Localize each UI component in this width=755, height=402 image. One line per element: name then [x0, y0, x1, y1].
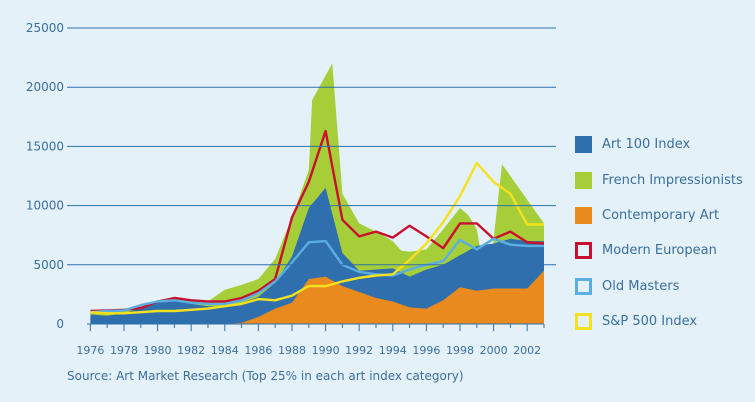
legend-swatch-art-100-index — [575, 136, 592, 154]
x-tick-label-1984: 1984 — [211, 344, 239, 357]
legend-label-french-impressionists: French Impressionists — [602, 172, 743, 188]
area-contemporary-art — [90, 270, 544, 324]
x-tick-label-2000: 2000 — [480, 344, 508, 357]
legend-item-modern-european: Modern European — [575, 233, 743, 268]
grid-layer — [67, 27, 556, 266]
legend-label-contemporary-art: Contemporary Art — [602, 207, 720, 223]
legend-label-sp-500-index: S&P 500 Index — [602, 314, 698, 330]
y-tick-label-20000: 20000 — [26, 80, 64, 94]
x-tick-label-1978: 1978 — [110, 344, 138, 357]
series-layer — [90, 63, 545, 324]
x-tick-label-1982: 1982 — [177, 344, 205, 357]
y-tick-label-10000: 10000 — [26, 199, 64, 213]
line-sp-500-index — [90, 161, 544, 315]
x-tick-label-1986: 1986 — [244, 344, 272, 357]
legend-item-art-100-index: Art 100 Index — [575, 127, 743, 162]
legend-swatch-old-masters — [575, 277, 592, 295]
x-tick-label-1980: 1980 — [144, 344, 172, 357]
area-french-impressionists — [90, 63, 544, 324]
x-tick-label-1994: 1994 — [379, 344, 407, 357]
legend-label-art-100-index: Art 100 Index — [602, 137, 691, 153]
legend-swatch-contemporary-art — [575, 206, 592, 224]
legend-item-contemporary-art: Contemporary Art — [575, 198, 743, 233]
legend-swatch-french-impressionists — [575, 171, 592, 189]
x-tick-label-1996: 1996 — [412, 344, 440, 357]
x-tick-label-1988: 1988 — [278, 344, 306, 357]
chart-legend: Art 100 Index French Impressionists Cont… — [575, 127, 743, 339]
line-old-masters — [90, 237, 544, 314]
area-art-100-index — [90, 187, 544, 324]
y-tick-label-25000: 25000 — [26, 21, 64, 35]
chart-source-note: Source: Art Market Research (Top 25% in … — [67, 369, 464, 383]
x-tick-label-1998: 1998 — [446, 344, 474, 357]
legend-swatch-modern-european — [575, 242, 592, 260]
x-tick-label-1990: 1990 — [312, 344, 340, 357]
legend-item-sp-500-index: S&P 500 Index — [575, 304, 743, 339]
x-tick-label-1976: 1976 — [76, 344, 104, 357]
y-tick-label-5000: 5000 — [33, 258, 64, 272]
legend-item-old-masters: Old Masters — [575, 269, 743, 304]
legend-swatch-sp-500-index — [575, 313, 592, 331]
x-tick-label-2002: 2002 — [513, 344, 541, 357]
y-tick-label-15000: 15000 — [26, 139, 64, 153]
legend-label-old-masters: Old Masters — [602, 278, 680, 294]
legend-item-french-impressionists: French Impressionists — [575, 162, 743, 197]
x-tick-label-1992: 1992 — [345, 344, 373, 357]
legend-label-modern-european: Modern European — [602, 243, 717, 259]
y-tick-label-0: 0 — [56, 317, 64, 331]
